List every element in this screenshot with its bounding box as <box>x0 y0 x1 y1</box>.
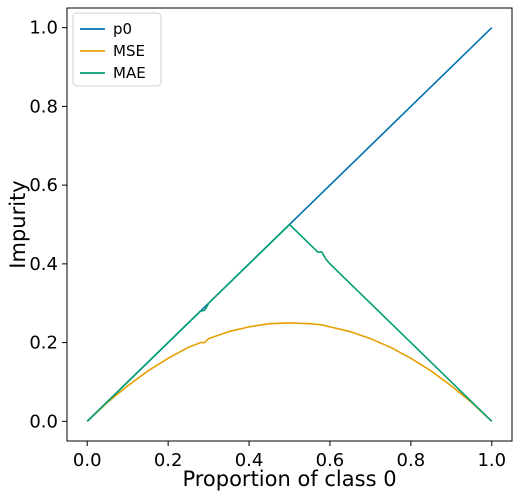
x-tick-label: 1.0 <box>477 450 506 471</box>
y-tick-label: 0.2 <box>29 333 58 354</box>
series-line-mse <box>86 322 493 422</box>
x-tick-label: 0.2 <box>154 450 183 471</box>
x-tick-label: 0.6 <box>316 450 345 471</box>
legend-label-mse: MSE <box>113 42 145 60</box>
x-tick-label: 0.4 <box>235 450 264 471</box>
plot-frame <box>66 7 513 442</box>
legend-label-p0: p0 <box>113 20 132 38</box>
legend: p0 MSE MAE <box>72 12 162 87</box>
y-tick-label: 0.4 <box>29 254 58 275</box>
y-axis-label: Impurity <box>6 180 30 268</box>
series-line-mae <box>86 223 493 422</box>
x-tick-label: 0.0 <box>73 450 102 471</box>
x-axis-label: Proportion of class 0 <box>182 467 396 491</box>
y-tick-label: 0.8 <box>29 96 58 117</box>
y-tick-label: 0.6 <box>29 175 58 196</box>
y-axis: 0.0 0.2 0.4 0.6 0.8 1.0 <box>29 18 67 432</box>
x-axis: 0.0 0.2 0.4 0.6 0.8 1.0 <box>73 441 506 471</box>
legend-box <box>72 12 162 87</box>
y-tick-label: 0.0 <box>29 411 58 432</box>
legend-label-mae: MAE <box>113 64 146 82</box>
series-layer <box>86 27 493 422</box>
y-tick-label: 1.0 <box>29 18 58 39</box>
x-tick-label: 0.8 <box>397 450 426 471</box>
